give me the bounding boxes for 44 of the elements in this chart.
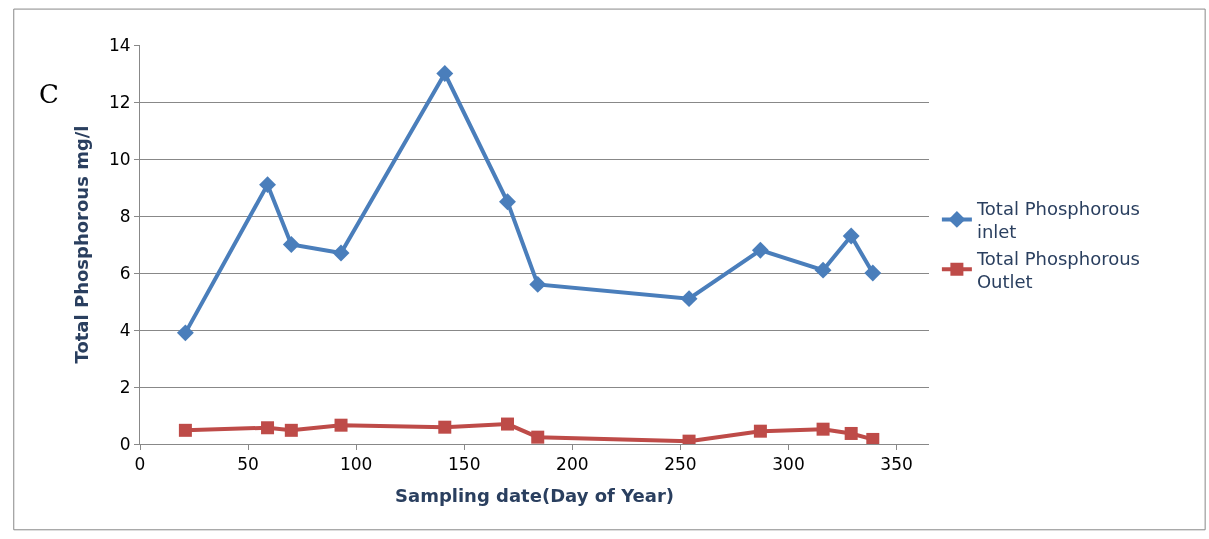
text: C [39, 79, 59, 109]
point [438, 420, 452, 434]
x-tick-label: 100 [339, 454, 373, 475]
point [864, 264, 882, 282]
point [282, 236, 300, 253]
point [178, 423, 192, 437]
point [529, 275, 547, 293]
legend-label: Total Phosphorous inlet [975, 197, 1140, 243]
point [436, 65, 454, 82]
point [842, 227, 860, 245]
legend-label: Total Phosphorous Outlet [975, 247, 1140, 292]
y-tick-label: 14 [108, 34, 131, 55]
point [816, 422, 830, 436]
x-tick-label: 350 [880, 454, 913, 475]
point [334, 418, 348, 432]
x-tick-label: 150 [448, 454, 481, 475]
x-tick-label: 300 [772, 454, 805, 475]
point [500, 417, 514, 431]
x-axis-title: Sampling date(Day of Year) [395, 484, 674, 506]
point [866, 432, 880, 444]
point [332, 244, 350, 262]
point [814, 261, 832, 279]
y-tick-label: 0 [119, 433, 131, 454]
x-tick-label: 200 [556, 454, 589, 475]
x-tick-label: 250 [664, 454, 697, 475]
y-tick-label: 8 [119, 205, 131, 226]
point [176, 324, 194, 342]
point [844, 426, 858, 440]
point [259, 176, 276, 194]
y-axis-title: Total Phosphorous mg/l [71, 125, 93, 364]
point [531, 430, 545, 444]
y-tick-label: 6 [119, 262, 131, 283]
y-tick-label: 12 [108, 91, 131, 112]
y-tick-label: 10 [108, 148, 131, 169]
point [751, 241, 769, 259]
x-tick-label: 50 [237, 454, 259, 475]
point [499, 193, 516, 211]
x-tick-label: 0 [134, 454, 146, 475]
point [261, 421, 275, 435]
y-tick-label: 4 [119, 319, 131, 340]
y-tick-label: 2 [119, 376, 131, 397]
point [680, 290, 698, 308]
point [753, 424, 767, 438]
point [284, 423, 298, 437]
